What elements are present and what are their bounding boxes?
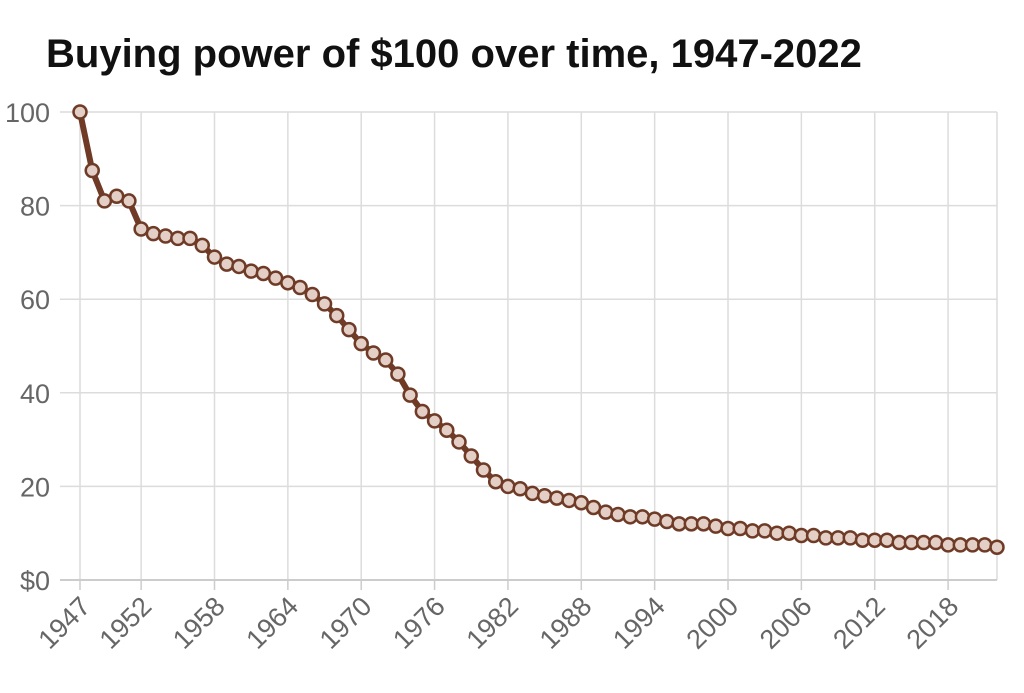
data-point[interactable] (708, 518, 724, 534)
data-point[interactable] (390, 366, 406, 382)
data-point[interactable] (756, 523, 773, 539)
data-point[interactable] (879, 532, 895, 548)
x-tick-label: 2012 (827, 591, 891, 655)
data-point[interactable] (426, 413, 443, 429)
y-tick-label: 20 (20, 472, 50, 502)
data-point[interactable] (634, 509, 651, 525)
data-markers (72, 104, 1005, 555)
data-point[interactable] (414, 403, 431, 420)
x-tick-label: 1947 (33, 591, 97, 655)
x-tick-label: 1952 (94, 591, 158, 655)
data-point[interactable] (500, 478, 516, 495)
y-tick-label: 80 (20, 192, 50, 222)
axes (60, 579, 997, 590)
data-point[interactable] (475, 462, 492, 478)
data-point[interactable] (316, 296, 333, 312)
x-tick-label: 2000 (681, 591, 745, 655)
x-tick-label: 1988 (534, 591, 598, 655)
grid-lines (60, 111, 998, 580)
data-point[interactable] (365, 345, 382, 361)
data-point[interactable] (805, 527, 822, 544)
data-point[interactable] (597, 504, 614, 520)
series-buying-power (77, 109, 1000, 551)
data-point[interactable] (646, 511, 663, 527)
y-tick-label: 100 (5, 98, 50, 128)
data-point[interactable] (121, 193, 137, 209)
data-point[interactable] (781, 525, 797, 541)
data-point[interactable] (463, 448, 480, 464)
data-point[interactable] (341, 321, 357, 338)
series-line (77, 109, 1000, 551)
data-point[interactable] (218, 256, 235, 272)
data-point[interactable] (524, 485, 541, 502)
x-tick-label: 1976 (387, 591, 451, 655)
data-point[interactable] (977, 537, 993, 553)
data-point[interactable] (695, 516, 712, 532)
y-tick-label: 60 (20, 285, 50, 315)
x-tick-label: 1994 (607, 591, 671, 655)
x-tick-label: 1958 (167, 591, 231, 655)
data-point[interactable] (292, 279, 308, 296)
data-point[interactable] (145, 225, 162, 242)
data-point[interactable] (439, 422, 455, 438)
data-point[interactable] (928, 534, 944, 551)
x-tick-label: 2006 (754, 591, 818, 655)
data-point[interactable] (536, 488, 553, 504)
data-point[interactable] (377, 352, 394, 368)
x-tick-label: 1970 (314, 591, 378, 655)
data-point[interactable] (194, 237, 211, 254)
data-point[interactable] (549, 490, 565, 506)
data-point[interactable] (72, 104, 88, 120)
data-point[interactable] (304, 286, 321, 303)
data-point[interactable] (402, 387, 418, 403)
data-point[interactable] (842, 530, 859, 546)
data-point[interactable] (989, 539, 1005, 555)
data-point[interactable] (329, 307, 345, 324)
data-point[interactable] (182, 230, 198, 247)
data-point[interactable] (84, 162, 100, 179)
data-point[interactable] (157, 228, 174, 244)
x-tick-label: 2018 (901, 591, 965, 655)
y-tick-label: $0 (20, 566, 50, 596)
x-tick-label: 1964 (240, 591, 304, 655)
x-tick-label: 1982 (460, 591, 524, 655)
data-point[interactable] (659, 513, 675, 530)
chart-title: Buying power of $100 over time, 1947-202… (46, 32, 862, 76)
data-point[interactable] (451, 434, 467, 450)
data-point[interactable] (243, 263, 259, 279)
data-point[interactable] (732, 520, 748, 537)
y-tick-label: 40 (20, 379, 50, 409)
data-point[interactable] (561, 492, 577, 509)
y-tick-labels: $0 20 40 60 80 100 (5, 98, 50, 596)
data-point[interactable] (206, 249, 223, 265)
data-point[interactable] (610, 506, 626, 523)
data-point[interactable] (353, 335, 369, 352)
